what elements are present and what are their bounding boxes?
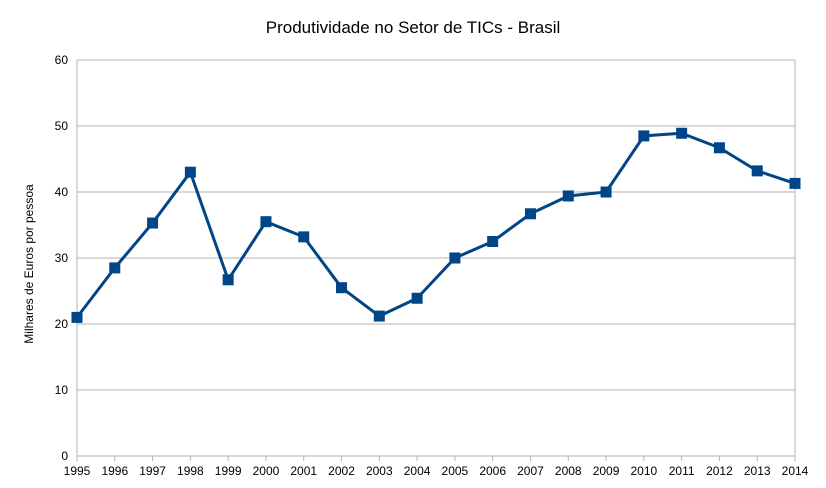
- y-tick-label: 30: [55, 251, 69, 265]
- x-tick-label: 1996: [101, 464, 128, 478]
- x-tick-label: 2011: [669, 464, 695, 478]
- x-tick-label: 1999: [215, 464, 242, 478]
- data-point: [336, 282, 348, 294]
- x-tick-label: 2014: [782, 464, 809, 478]
- x-tick-label: 2000: [253, 464, 280, 478]
- y-tick-label: 10: [55, 383, 69, 397]
- y-tick-label: 60: [55, 53, 69, 67]
- data-point: [562, 190, 574, 202]
- x-tick-label: 2001: [290, 464, 317, 478]
- x-tick-label: 2005: [442, 464, 469, 478]
- y-tick-label: 20: [55, 317, 69, 331]
- y-tick-label: 40: [55, 185, 69, 199]
- data-point: [751, 165, 763, 177]
- x-tick-label: 2003: [366, 464, 393, 478]
- y-tick-label: 50: [55, 119, 69, 133]
- data-point: [524, 208, 536, 220]
- x-tick-label: 1998: [177, 464, 204, 478]
- data-point: [713, 142, 725, 154]
- data-point: [373, 310, 385, 322]
- chart-title: Produtividade no Setor de TICs - Brasil: [265, 18, 561, 37]
- x-tick-label: 2009: [593, 464, 620, 478]
- y-tick-label: 0: [61, 449, 68, 463]
- data-point: [260, 216, 272, 228]
- data-point: [789, 177, 801, 189]
- data-point: [638, 130, 650, 142]
- x-tick-label: 1997: [139, 464, 166, 478]
- data-point: [487, 236, 499, 247]
- data-point: [184, 166, 196, 178]
- x-tick-label: 2002: [328, 464, 355, 478]
- x-tick-label: 2012: [706, 464, 733, 478]
- data-point: [71, 311, 83, 323]
- data-point: [676, 127, 688, 139]
- data-point: [298, 231, 310, 243]
- data-point: [147, 217, 159, 229]
- data-point: [449, 252, 461, 264]
- data-point: [109, 262, 121, 274]
- series-line: [75, 131, 796, 319]
- x-tick-label: 1995: [64, 464, 91, 478]
- x-tick-label: 2006: [479, 464, 506, 478]
- x-tick-label: 2013: [744, 464, 771, 478]
- data-point: [222, 274, 234, 286]
- data-point: [411, 292, 423, 304]
- x-tick-label: 2007: [517, 464, 544, 478]
- x-tick-label: 2010: [630, 464, 657, 478]
- x-tick-label: 2008: [555, 464, 582, 478]
- x-tick-label: 2004: [404, 464, 431, 478]
- data-point: [600, 186, 612, 198]
